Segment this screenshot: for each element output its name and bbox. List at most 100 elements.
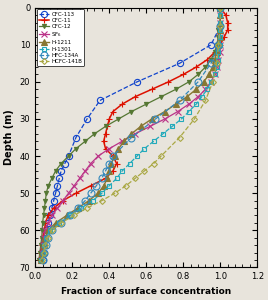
- CFC-11: [102, 140, 105, 143]
- CFC-12: [204, 65, 207, 69]
- H-1301: [180, 117, 183, 121]
- CFC-11: [41, 236, 44, 239]
- CFC-12: [84, 140, 87, 143]
- CFC-113: [47, 221, 50, 225]
- H-1301: [49, 229, 52, 232]
- H-1211: [219, 21, 222, 24]
- CFC-12: [44, 199, 47, 202]
- HCFC-141B: [42, 251, 45, 254]
- CFC-113: [42, 251, 45, 254]
- H-1211: [87, 199, 91, 202]
- CFC-12: [104, 124, 107, 128]
- CFC-11: [44, 221, 47, 225]
- H-1211: [174, 102, 177, 106]
- H-1211: [44, 236, 47, 239]
- CFC-12: [213, 50, 216, 54]
- H-1301: [219, 43, 222, 46]
- SF$_6$: [204, 88, 207, 91]
- SF$_6$: [148, 124, 151, 128]
- Legend: CFC-113, CFC-11, CFC-12, SF$_6$, H-1211, H-1301, HFC-134A, HCFC-141B: CFC-113, CFC-11, CFC-12, SF$_6$, H-1211,…: [37, 9, 84, 66]
- H-1301: [43, 243, 46, 247]
- CFC-113: [219, 6, 222, 10]
- CFC-12: [50, 177, 54, 180]
- CFC-113: [67, 154, 70, 158]
- HFC-134A: [219, 24, 222, 28]
- SF$_6$: [163, 117, 166, 121]
- HCFC-141B: [100, 199, 103, 202]
- HCFC-141B: [143, 169, 146, 173]
- CFC-11: [219, 6, 222, 10]
- SF$_6$: [219, 50, 222, 54]
- H-1301: [170, 124, 174, 128]
- CFC-113: [52, 199, 55, 202]
- SF$_6$: [67, 191, 70, 195]
- SF$_6$: [121, 140, 124, 143]
- HFC-134A: [178, 99, 181, 102]
- H-1211: [41, 251, 44, 254]
- SF$_6$: [219, 36, 222, 39]
- CFC-12: [38, 251, 42, 254]
- HFC-134A: [100, 177, 103, 180]
- HCFC-141B: [85, 206, 89, 210]
- CFC-11: [39, 251, 42, 254]
- HFC-134A: [45, 243, 48, 247]
- H-1211: [130, 132, 133, 136]
- CFC-113: [219, 24, 222, 28]
- CFC-113: [56, 184, 59, 188]
- CFC-12: [209, 58, 213, 61]
- SF$_6$: [219, 28, 222, 32]
- HCFC-141B: [72, 214, 76, 217]
- H-1301: [200, 95, 203, 98]
- H-1301: [41, 251, 44, 254]
- SF$_6$: [50, 214, 54, 217]
- HFC-134A: [47, 236, 50, 239]
- H-1301: [45, 236, 48, 239]
- H-1301: [100, 191, 103, 195]
- SF$_6$: [61, 199, 65, 202]
- CFC-113: [85, 117, 89, 121]
- H-1301: [161, 132, 165, 136]
- CFC-11: [150, 88, 153, 91]
- CFC-11: [61, 199, 65, 202]
- CFC-12: [41, 221, 44, 225]
- CFC-11: [40, 243, 43, 247]
- CFC-113: [41, 258, 44, 262]
- CFC-11: [111, 154, 114, 158]
- CFC-12: [215, 43, 218, 46]
- HFC-134A: [69, 214, 72, 217]
- HFC-134A: [41, 258, 44, 262]
- Line: CFC-12: CFC-12: [37, 6, 222, 262]
- H-1211: [113, 154, 116, 158]
- HFC-134A: [108, 162, 111, 165]
- CFC-12: [159, 95, 163, 98]
- CFC-11: [104, 177, 107, 180]
- H-1211: [150, 117, 153, 121]
- H-1301: [195, 102, 198, 106]
- CFC-11: [222, 36, 226, 39]
- H-1301: [187, 110, 190, 113]
- CFC-11: [121, 102, 124, 106]
- CFC-113: [54, 191, 57, 195]
- HFC-134A: [50, 229, 54, 232]
- HCFC-141B: [124, 184, 128, 188]
- H-1301: [219, 21, 222, 24]
- H-1211: [102, 184, 105, 188]
- SF$_6$: [78, 177, 81, 180]
- Line: CFC-11: CFC-11: [36, 4, 231, 263]
- H-1211: [106, 177, 109, 180]
- H-1211: [122, 140, 126, 143]
- H-1301: [209, 80, 213, 84]
- CFC-11: [195, 65, 198, 69]
- H-1301: [219, 36, 222, 39]
- H-1301: [69, 214, 72, 217]
- HCFC-141B: [133, 177, 137, 180]
- H-1301: [121, 169, 124, 173]
- CFC-11: [106, 124, 109, 128]
- HCFC-141B: [113, 191, 116, 195]
- SF$_6$: [133, 132, 137, 136]
- SF$_6$: [215, 65, 218, 69]
- H-1301: [108, 184, 111, 188]
- H-1301: [206, 88, 209, 91]
- CFC-12: [45, 191, 48, 195]
- SF$_6$: [219, 6, 222, 10]
